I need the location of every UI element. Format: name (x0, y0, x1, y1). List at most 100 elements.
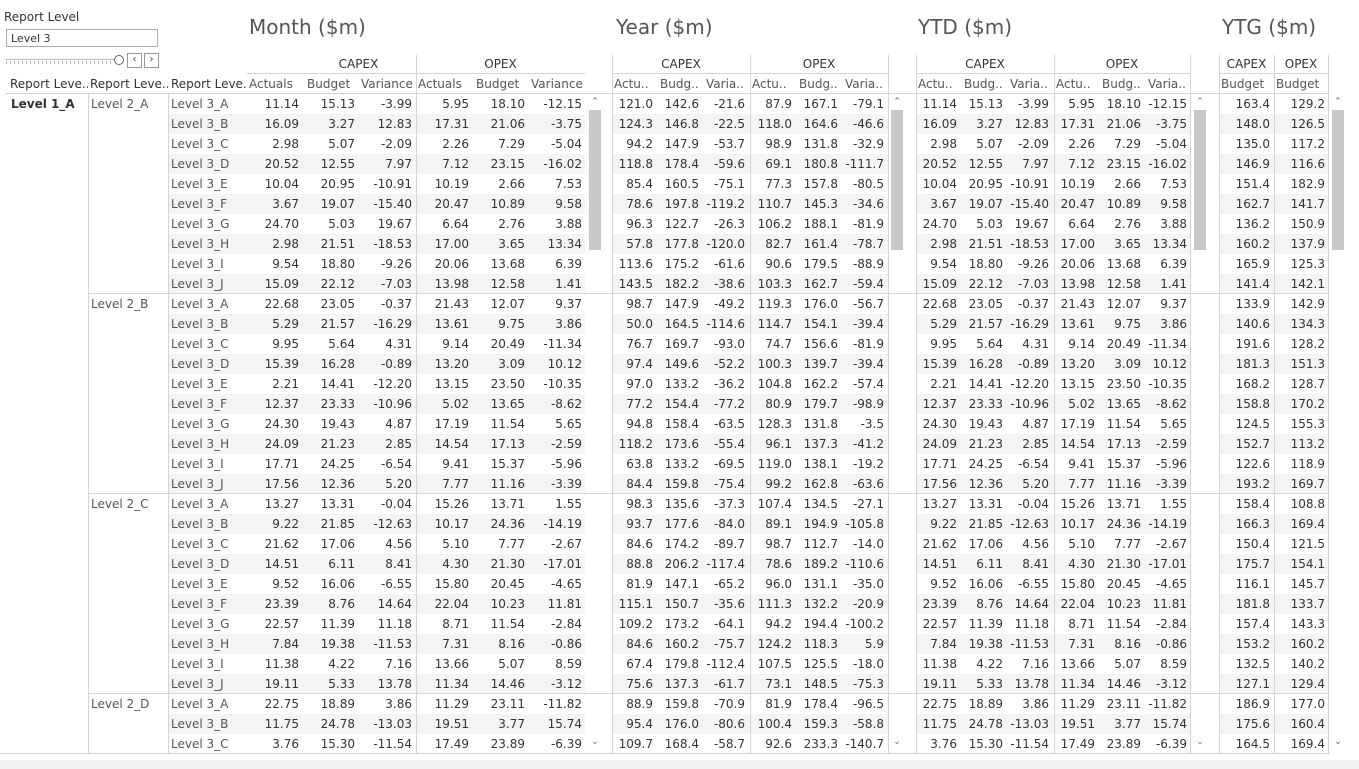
table-cell[interactable]: 17.13 (490, 437, 525, 451)
table-cell[interactable]: -14.19 (1148, 517, 1187, 531)
table-cell[interactable]: 16.09 (264, 117, 299, 131)
table-cell[interactable]: 15.74 (1152, 717, 1187, 731)
table-cell[interactable]: 133.7 (1290, 597, 1325, 611)
scroll-thumb[interactable] (589, 110, 601, 250)
table-cell[interactable]: 19.51 (1060, 717, 1095, 731)
table-cell[interactable]: 15.09 (922, 277, 957, 291)
table-cell[interactable]: 150.9 (1290, 217, 1325, 231)
table-cell[interactable]: 9.95 (272, 337, 299, 351)
table-cell[interactable]: -21.6 (713, 97, 745, 111)
table-cell[interactable]: 169.4 (1290, 737, 1325, 751)
table-cell[interactable]: 154.1 (1290, 557, 1325, 571)
table-cell[interactable]: -15.40 (373, 197, 412, 211)
table-cell[interactable]: 63.8 (626, 457, 653, 471)
table-cell[interactable]: 179.7 (803, 397, 838, 411)
table-cell[interactable]: 24.78 (320, 717, 355, 731)
table-cell[interactable]: -55.4 (713, 437, 745, 451)
table-cell[interactable]: 6.39 (555, 257, 582, 271)
table-cell[interactable]: 132.2 (803, 597, 838, 611)
table-cell[interactable]: -77.2 (713, 397, 745, 411)
table-cell[interactable]: 149.6 (664, 357, 699, 371)
table-cell[interactable]: 9.22 (272, 517, 299, 531)
table-cell[interactable]: 191.6 (1235, 337, 1270, 351)
table-cell[interactable]: 2.98 (930, 137, 957, 151)
table-cell[interactable]: 18.89 (968, 697, 1003, 711)
table-cell[interactable]: 5.95 (1068, 97, 1095, 111)
level3-label[interactable]: Level 3_C (171, 137, 229, 151)
table-cell[interactable]: -11.53 (1010, 637, 1049, 651)
table-cell[interactable]: 1.41 (555, 277, 582, 291)
table-cell[interactable]: 182.9 (1290, 177, 1325, 191)
table-cell[interactable]: -4.65 (1155, 577, 1187, 591)
table-cell[interactable]: 6.64 (442, 217, 469, 231)
table-cell[interactable]: 14.41 (320, 377, 355, 391)
table-cell[interactable]: 4.56 (1022, 537, 1049, 551)
table-cell[interactable]: 5.07 (1114, 657, 1141, 671)
table-cell[interactable]: 13.71 (1106, 497, 1141, 511)
table-cell[interactable]: 3.27 (976, 117, 1003, 131)
table-cell[interactable]: 21.57 (320, 317, 355, 331)
table-cell[interactable]: 128.2 (1290, 337, 1325, 351)
table-cell[interactable]: 17.00 (1060, 237, 1095, 251)
table-cell[interactable]: -84.0 (713, 517, 745, 531)
table-cell[interactable]: 10.12 (547, 357, 582, 371)
table-cell[interactable]: 169.4 (1290, 517, 1325, 531)
table-cell[interactable]: 5.33 (328, 677, 355, 691)
table-cell[interactable]: -10.91 (373, 177, 412, 191)
table-cell[interactable]: 143.5 (618, 277, 653, 291)
table-cell[interactable]: -39.4 (852, 357, 884, 371)
table-cell[interactable]: 127.1 (1235, 677, 1270, 691)
table-cell[interactable]: 2.76 (498, 217, 525, 231)
table-cell[interactable]: 11.14 (922, 97, 957, 111)
table-cell[interactable]: 5.07 (976, 137, 1003, 151)
table-cell[interactable]: -65.2 (713, 577, 745, 591)
table-cell[interactable]: 146.9 (1235, 157, 1270, 171)
table-cell[interactable]: -63.6 (852, 477, 884, 491)
table-cell[interactable]: 11.81 (547, 597, 582, 611)
table-cell[interactable]: 88.8 (626, 557, 653, 571)
level2-label[interactable]: Level 2_D (91, 697, 150, 711)
level3-label[interactable]: Level 3_A (171, 297, 229, 311)
table-cell[interactable]: 84.6 (626, 537, 653, 551)
table-cell[interactable]: -112.4 (706, 657, 745, 671)
table-cell[interactable]: 98.3 (626, 497, 653, 511)
table-cell[interactable]: 20.47 (1060, 197, 1095, 211)
table-cell[interactable]: 21.62 (922, 537, 957, 551)
table-cell[interactable]: 168.2 (1235, 377, 1270, 391)
table-cell[interactable]: -10.96 (373, 397, 412, 411)
table-cell[interactable]: 23.33 (320, 397, 355, 411)
table-cell[interactable]: 12.37 (922, 397, 957, 411)
table-cell[interactable]: 17.71 (922, 457, 957, 471)
table-cell[interactable]: -3.5 (860, 417, 884, 431)
level3-label[interactable]: Level 3_A (171, 97, 229, 111)
table-cell[interactable]: -13.03 (373, 717, 412, 731)
table-cell[interactable]: 13.78 (377, 677, 412, 691)
table-cell[interactable]: 158.8 (1235, 397, 1270, 411)
table-cell[interactable]: 112.7 (803, 537, 838, 551)
table-cell[interactable]: 7.16 (1022, 657, 1049, 671)
table-cell[interactable]: -36.2 (713, 377, 745, 391)
table-cell[interactable]: 98.9 (765, 137, 792, 151)
scroll-down-icon[interactable]: ⌄ (591, 737, 599, 747)
level3-label[interactable]: Level 3_B (171, 317, 229, 331)
table-cell[interactable]: 17.49 (434, 737, 469, 751)
table-cell[interactable]: 167.1 (803, 97, 838, 111)
scroll-thumb[interactable] (1194, 110, 1206, 250)
table-cell[interactable]: 131.8 (803, 137, 838, 151)
table-cell[interactable]: 11.75 (264, 717, 299, 731)
table-cell[interactable]: 3.76 (930, 737, 957, 751)
table-cell[interactable]: 9.54 (272, 257, 299, 271)
table-cell[interactable]: 7.97 (385, 157, 412, 171)
month-column-header[interactable]: Variance (361, 77, 413, 91)
table-cell[interactable]: 7.97 (1022, 157, 1049, 171)
table-cell[interactable]: 8.71 (1068, 617, 1095, 631)
table-cell[interactable]: 76.7 (626, 337, 653, 351)
table-cell[interactable]: 160.2 (1235, 237, 1270, 251)
table-cell[interactable]: -4.65 (550, 577, 582, 591)
table-cell[interactable]: -0.89 (380, 357, 412, 371)
table-cell[interactable]: 78.6 (626, 197, 653, 211)
ytg-column-header[interactable]: Budget (1276, 77, 1320, 91)
month-vertical-scrollbar[interactable]: ⌃ ⌄ (588, 94, 602, 754)
table-cell[interactable]: 20.52 (922, 157, 957, 171)
table-cell[interactable]: 2.85 (1022, 437, 1049, 451)
